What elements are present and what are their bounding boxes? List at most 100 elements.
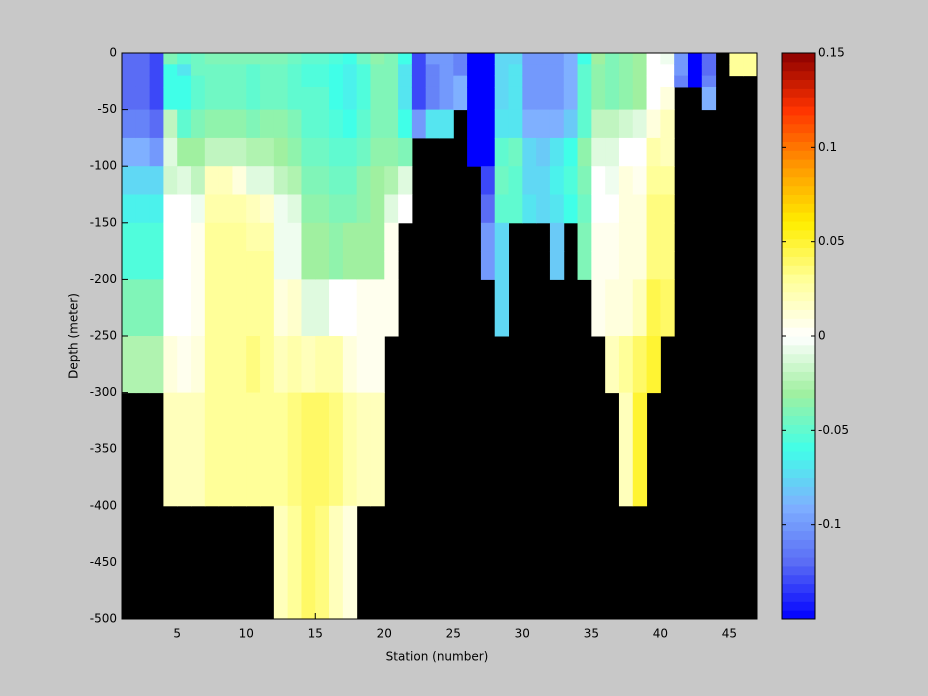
cell (301, 75, 316, 88)
colorbar-swatch (782, 504, 815, 514)
cell (632, 166, 648, 195)
cell (618, 64, 634, 77)
cell (605, 75, 620, 88)
cell (646, 53, 661, 65)
cell (315, 166, 330, 195)
cell (315, 392, 330, 507)
cell (218, 86, 233, 111)
cell (660, 53, 675, 65)
cell (384, 194, 399, 224)
cell (398, 86, 413, 111)
cell (660, 194, 675, 224)
cell (204, 392, 220, 507)
cell (605, 53, 620, 65)
cell (163, 222, 178, 252)
cell (260, 166, 275, 195)
cell (218, 109, 233, 139)
cell (605, 137, 620, 167)
cell (632, 194, 648, 224)
cell (204, 251, 220, 280)
cell (273, 505, 289, 620)
colorbar-swatch (782, 282, 815, 293)
cell (301, 505, 316, 620)
cell (743, 53, 758, 65)
cell (163, 137, 178, 167)
cell (135, 75, 151, 88)
cell (315, 194, 330, 224)
colorbar-swatch (782, 344, 815, 355)
cell (480, 222, 496, 252)
x-tick-label: 20 (377, 627, 392, 641)
cell (687, 75, 703, 88)
cell (287, 279, 302, 337)
heatmap (122, 53, 758, 620)
cell (204, 109, 220, 139)
cell (370, 222, 385, 252)
cell (122, 53, 137, 65)
cell (370, 336, 385, 394)
cell (701, 75, 717, 88)
cell (204, 137, 220, 167)
colorbar-swatch (782, 495, 815, 505)
cell (191, 251, 206, 280)
cell (342, 279, 358, 337)
colorbar-swatch (782, 229, 815, 240)
cell (329, 336, 344, 394)
cell (342, 392, 358, 507)
y-tick-label: -100 (90, 159, 117, 173)
cell (480, 75, 496, 88)
cell (494, 222, 510, 252)
cell (646, 251, 661, 280)
cell (632, 279, 648, 337)
cell (218, 194, 233, 224)
cell (536, 53, 551, 65)
cell (425, 75, 440, 88)
cell (356, 222, 371, 252)
cell (480, 137, 496, 167)
cell (577, 53, 592, 65)
cell (439, 75, 454, 88)
cell (177, 222, 192, 252)
cell (149, 86, 164, 111)
colorbar-swatch (782, 610, 815, 620)
colorbar-swatch (782, 256, 815, 266)
colorbar-swatch (782, 380, 815, 390)
cell (356, 336, 371, 394)
colorbar-swatch (782, 274, 815, 284)
cell (232, 336, 247, 394)
cell (370, 137, 385, 167)
cell (632, 251, 648, 280)
cell (218, 279, 233, 337)
cell (425, 53, 440, 65)
x-axis-label: Station (number) (386, 650, 489, 664)
cell (632, 75, 648, 88)
cell (273, 53, 289, 65)
cell (549, 53, 565, 65)
cell (494, 194, 510, 224)
cell (246, 251, 261, 280)
cell (577, 194, 592, 224)
cell (646, 109, 661, 139)
cell (246, 75, 261, 88)
cell (439, 53, 454, 65)
cell (177, 53, 192, 65)
cell (522, 194, 537, 224)
cell (577, 137, 592, 167)
cell (398, 53, 413, 65)
cell (204, 166, 220, 195)
cell (301, 86, 316, 111)
cell (273, 194, 289, 224)
cell (273, 222, 289, 252)
cell (522, 166, 537, 195)
cell (218, 166, 233, 195)
cell (356, 137, 371, 167)
colorbar-swatch (782, 565, 815, 576)
cell (618, 251, 634, 280)
y-tick-label: -250 (90, 329, 117, 343)
cell (246, 222, 261, 252)
cell (384, 222, 399, 252)
cell (177, 336, 192, 394)
cell (315, 53, 330, 65)
cell (149, 166, 164, 195)
cell (204, 279, 220, 337)
